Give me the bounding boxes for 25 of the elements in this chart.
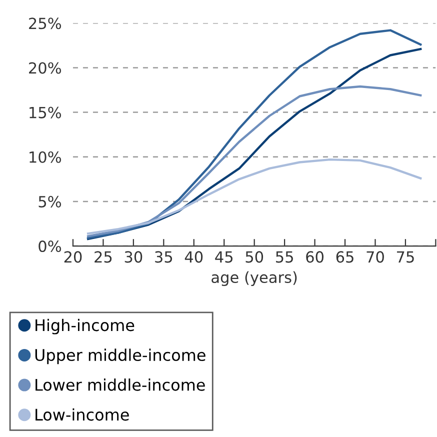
x-tick-label: 60 [306, 251, 324, 263]
x-tick-label: 75 [396, 251, 414, 263]
legend-label: Lower middle-income [36, 378, 205, 391]
y-tick-label: 0% [38, 240, 62, 252]
x-tick-label: 30 [124, 251, 142, 263]
x-tick-label: 35 [155, 251, 172, 263]
x-tick-label: 40 [184, 251, 203, 263]
x-tick-label: 50 [246, 251, 264, 263]
legend-label: Low-income [36, 408, 129, 421]
line-series [86, 158, 422, 235]
x-tick-label: 45 [215, 251, 232, 263]
line-series [86, 85, 422, 238]
y-tick-label: 10% [30, 151, 62, 163]
y-tick-label: 5% [38, 196, 62, 208]
x-tick-label: 20 [64, 251, 82, 263]
x-tick-label: 55 [276, 251, 293, 263]
y-tick-label: 15% [30, 106, 62, 118]
x-axis-title: age (years) [212, 271, 297, 286]
x-tick-label: 25 [94, 251, 112, 263]
legend-label: Upper middle-income [35, 348, 206, 364]
x-tick-label: 70 [366, 251, 384, 263]
legend-label: High-income [36, 318, 134, 334]
x-tick-label: 65 [336, 251, 354, 263]
y-tick-label: 25% [29, 18, 62, 30]
y-tick-label: 20% [29, 62, 62, 74]
